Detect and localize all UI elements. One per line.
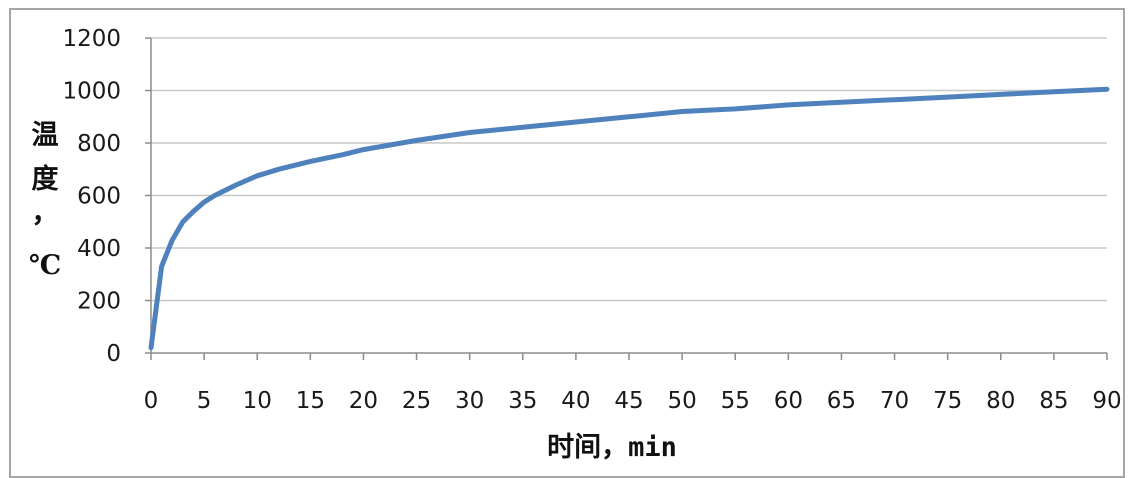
x-tick-label-75: 75 xyxy=(933,388,962,414)
x-tick-label-85: 85 xyxy=(1039,388,1068,414)
gridlines xyxy=(151,37,1107,302)
series-lines xyxy=(148,86,1110,351)
x-tick-label-25: 25 xyxy=(402,388,431,414)
chart-frame xyxy=(9,8,1125,478)
axes xyxy=(145,37,1108,360)
y-tick-label-1200: 1200 xyxy=(62,26,121,52)
y-axis-title-char-1: 温 xyxy=(32,120,59,151)
x-tick-label-30: 30 xyxy=(455,388,484,414)
temperature-time-chart: 0 200 400 600 800 1000 1200 0 5 10 15 20 25 30 35 40 45… xyxy=(29,26,1122,463)
x-axis-title: 时间，min xyxy=(547,432,677,463)
y-axis-title-char-3: ， xyxy=(32,198,59,229)
x-tick-label-65: 65 xyxy=(827,388,856,414)
x-tick-label-15: 15 xyxy=(296,388,325,414)
x-tick-label-5: 5 xyxy=(197,388,212,414)
x-tick-label-35: 35 xyxy=(508,388,537,414)
y-axis-title-char-4: ℃ xyxy=(29,250,61,281)
y-axis-title-char-2: 度 xyxy=(32,163,59,195)
x-tick-labels: 0 5 10 15 20 25 30 35 40 45 50 55 60 65 70 75 80 85 90 xyxy=(144,388,1122,414)
x-tick-label-90: 90 xyxy=(1092,388,1121,414)
x-tick-label-0: 0 xyxy=(144,388,159,414)
x-tick-label-45: 45 xyxy=(614,388,643,414)
series-line-1 xyxy=(148,86,1110,351)
y-tick-labels: 0 200 400 600 800 1000 1200 xyxy=(62,26,121,367)
x-tick-label-70: 70 xyxy=(880,388,909,414)
y-tick-label-1000: 1000 xyxy=(62,79,121,105)
y-tick-label-600: 600 xyxy=(77,184,121,210)
x-axis-title-main: 时间， xyxy=(547,432,628,463)
x-tick-label-60: 60 xyxy=(774,388,803,414)
x-tick-label-55: 55 xyxy=(721,388,750,414)
x-tick-label-40: 40 xyxy=(561,388,590,414)
y-tick-label-0: 0 xyxy=(106,341,121,367)
x-tick-label-50: 50 xyxy=(667,388,696,414)
y-axis-title: 温 度 ， ℃ xyxy=(29,120,61,281)
x-tick-label-10: 10 xyxy=(243,388,272,414)
y-tick-label-400: 400 xyxy=(77,236,121,262)
y-tick-label-800: 800 xyxy=(77,131,121,157)
y-tick-label-200: 200 xyxy=(77,289,121,315)
x-tick-label-80: 80 xyxy=(986,388,1015,414)
x-axis-title-unit: min xyxy=(628,432,677,463)
x-tick-label-20: 20 xyxy=(349,388,378,414)
